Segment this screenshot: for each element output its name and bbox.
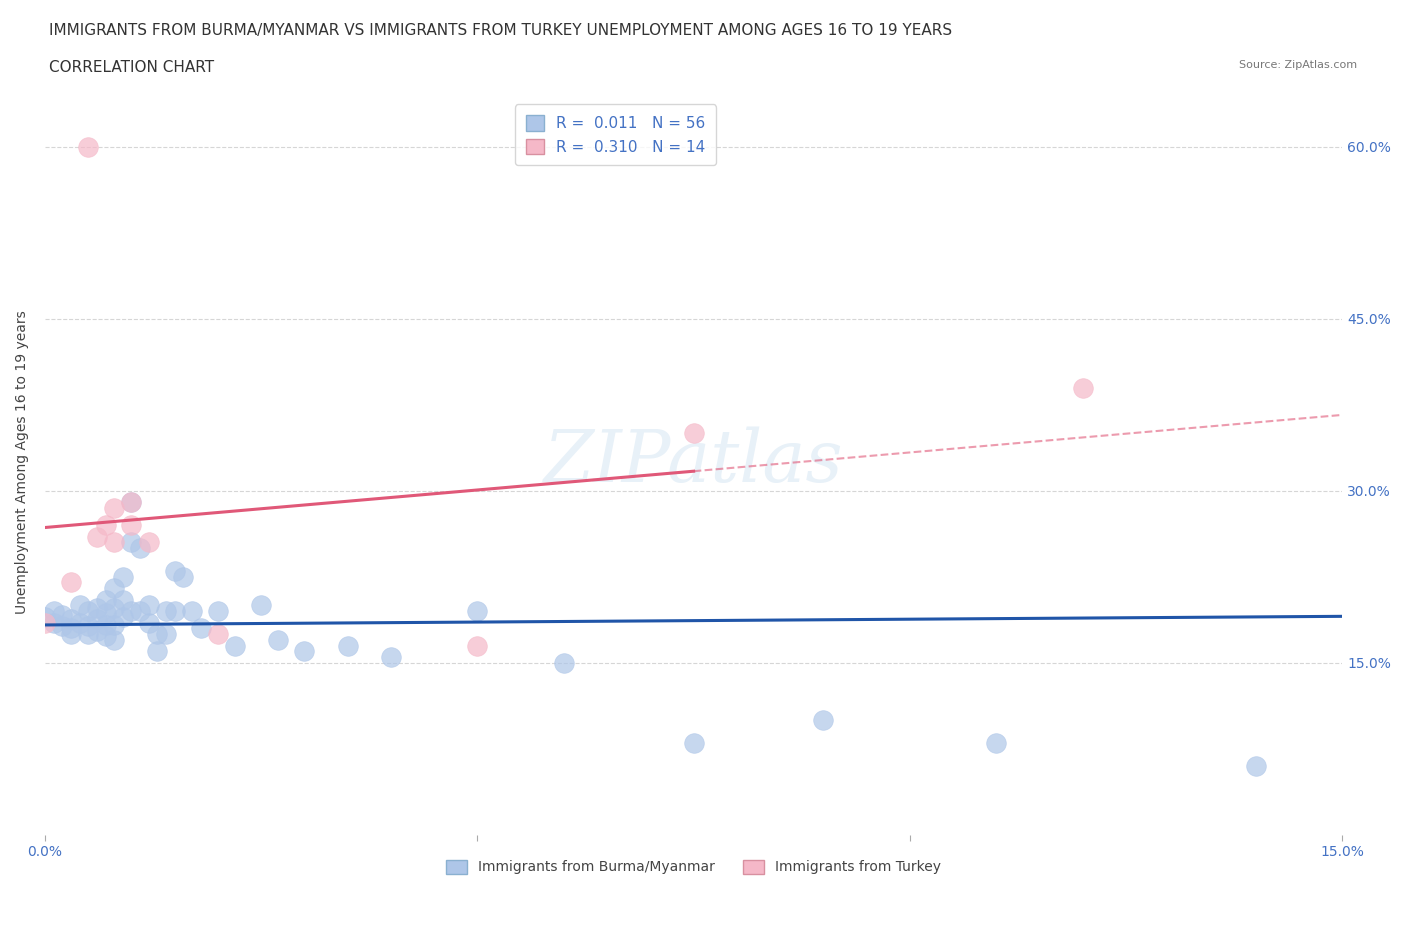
Point bbox=[129, 604, 152, 618]
Point bbox=[34, 616, 56, 631]
Point bbox=[94, 592, 117, 607]
Point bbox=[77, 604, 100, 618]
Point bbox=[120, 495, 142, 510]
Point bbox=[986, 736, 1008, 751]
Point bbox=[224, 638, 246, 653]
Point bbox=[86, 600, 108, 615]
Point bbox=[77, 618, 100, 633]
Point bbox=[250, 598, 273, 613]
Point bbox=[103, 500, 125, 515]
Point bbox=[163, 604, 186, 618]
Point bbox=[59, 612, 82, 627]
Point bbox=[129, 540, 152, 555]
Point bbox=[682, 426, 704, 441]
Point bbox=[69, 616, 91, 631]
Point bbox=[155, 627, 177, 642]
Point bbox=[103, 632, 125, 647]
Point bbox=[59, 575, 82, 590]
Point bbox=[94, 518, 117, 533]
Point bbox=[103, 618, 125, 632]
Point bbox=[69, 598, 91, 613]
Point bbox=[138, 535, 160, 550]
Point bbox=[1244, 759, 1267, 774]
Point bbox=[138, 616, 160, 631]
Point bbox=[59, 621, 82, 636]
Point bbox=[155, 604, 177, 618]
Point bbox=[207, 604, 229, 618]
Y-axis label: Unemployment Among Ages 16 to 19 years: Unemployment Among Ages 16 to 19 years bbox=[15, 311, 30, 614]
Point bbox=[267, 632, 290, 647]
Point bbox=[181, 604, 204, 618]
Point bbox=[77, 140, 100, 154]
Point bbox=[86, 529, 108, 544]
Point bbox=[42, 604, 65, 618]
Point bbox=[120, 535, 142, 550]
Point bbox=[120, 495, 142, 510]
Text: CORRELATION CHART: CORRELATION CHART bbox=[49, 60, 214, 75]
Text: ZIPatlas: ZIPatlas bbox=[544, 427, 844, 498]
Point bbox=[86, 623, 108, 638]
Point bbox=[467, 638, 489, 653]
Point bbox=[103, 600, 125, 615]
Legend: R =  0.011   N = 56, R =  0.310   N = 14: R = 0.011 N = 56, R = 0.310 N = 14 bbox=[515, 104, 717, 166]
Point bbox=[190, 621, 212, 636]
Point bbox=[111, 609, 134, 624]
Text: Source: ZipAtlas.com: Source: ZipAtlas.com bbox=[1239, 60, 1357, 71]
Point bbox=[94, 629, 117, 644]
Point bbox=[86, 612, 108, 627]
Point bbox=[111, 569, 134, 584]
Point bbox=[138, 598, 160, 613]
Point bbox=[336, 638, 359, 653]
Point bbox=[553, 656, 575, 671]
Point bbox=[146, 644, 169, 658]
Point bbox=[380, 649, 402, 664]
Point bbox=[59, 627, 82, 642]
Point bbox=[42, 616, 65, 631]
Point bbox=[77, 627, 100, 642]
Point bbox=[207, 627, 229, 642]
Point bbox=[682, 736, 704, 751]
Point bbox=[51, 607, 73, 622]
Point bbox=[111, 592, 134, 607]
Point bbox=[294, 644, 316, 658]
Text: IMMIGRANTS FROM BURMA/MYANMAR VS IMMIGRANTS FROM TURKEY UNEMPLOYMENT AMONG AGES : IMMIGRANTS FROM BURMA/MYANMAR VS IMMIGRA… bbox=[49, 23, 952, 38]
Point bbox=[94, 606, 117, 621]
Point bbox=[103, 535, 125, 550]
Point bbox=[146, 627, 169, 642]
Point bbox=[103, 581, 125, 596]
Point bbox=[120, 604, 142, 618]
Point bbox=[467, 604, 489, 618]
Point bbox=[94, 618, 117, 632]
Point bbox=[172, 569, 194, 584]
Point bbox=[813, 712, 835, 727]
Point bbox=[51, 618, 73, 633]
Point bbox=[34, 609, 56, 624]
Point bbox=[1071, 380, 1094, 395]
Point bbox=[120, 518, 142, 533]
Point bbox=[163, 564, 186, 578]
